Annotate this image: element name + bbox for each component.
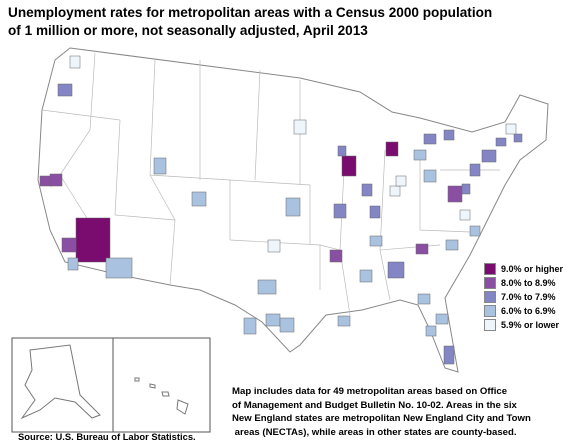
metro-area [425,325,437,337]
metro-area [333,203,347,219]
metro-area [387,261,405,279]
metro-area [389,185,401,197]
metro-area [423,169,437,183]
legend-swatch [484,291,496,303]
hawaii [134,377,189,415]
alaska [20,344,101,420]
metro-area [435,313,449,325]
legend-swatch [484,319,496,331]
metro-area [105,257,133,279]
source: Source: U.S. Bureau of Labor Statistics. [18,431,196,442]
metro-area [75,217,111,263]
metro-area [191,191,207,207]
legend-item: 8.0% to 8.9% [484,276,563,290]
metro-area [49,173,63,187]
metro-area [481,149,497,163]
metro-area [341,155,357,177]
metro-area [337,145,347,157]
note: Map includes data for 49 metropolitan ar… [232,385,531,439]
metro-area [395,175,407,187]
metro-area [243,317,257,335]
metro-area [447,185,463,203]
metro-area [153,157,167,175]
metro-area [469,225,481,237]
legend-swatch [484,263,496,275]
metro-area [329,249,343,263]
legend-label: 8.0% to 8.9% [501,278,556,288]
metro-area [57,83,73,97]
legend-item: 7.0% to 7.9% [484,290,563,304]
metro-area [417,293,431,305]
metro-area [413,149,427,161]
title-line: Unemployment rates for metropolitan area… [8,5,493,20]
metro-area [361,183,373,197]
metro-area [257,279,277,295]
metro-area [415,243,429,255]
metro-area [445,239,459,251]
metro-area [495,137,507,147]
title: Unemployment rates for metropolitan area… [8,4,492,40]
metro-area [67,257,79,271]
metro-area [265,313,281,327]
metro-area [443,345,455,365]
note-line: New England states are metropolitan New … [232,413,531,424]
metro-area [279,317,295,333]
metro-area [461,183,471,195]
legend-swatch [484,305,496,317]
metro-areas [39,55,523,365]
legend-label: 6.0% to 6.9% [501,306,556,316]
note-line: areas (NECTAs), while areas in other sta… [232,426,517,438]
metro-area [285,197,301,217]
metro-area [513,133,523,143]
note-line: of Management and Budget Bulletin No. 10… [232,399,517,411]
metro-area [469,163,481,177]
legend-label: 5.9% or lower [501,320,560,330]
legend-item: 9.0% or higher [484,262,563,276]
legend: 9.0% or higher 8.0% to 8.9% 7.0% to 7.9% 6.… [484,262,563,332]
metro-area [369,205,381,219]
legend-item: 5.9% or lower [484,318,563,332]
legend-swatch [484,277,496,289]
metro-area [293,119,307,135]
title-line: of 1 million or more, not seasonally adj… [8,23,368,38]
metro-area [385,141,399,157]
metro-area [337,315,351,327]
legend-label: 7.0% to 7.9% [501,292,556,302]
metro-area [267,239,281,253]
metro-area [369,235,383,247]
metro-area [69,55,81,69]
metro-area [505,123,517,135]
metro-area [443,129,455,141]
metro-area [423,133,437,145]
legend-item: 6.0% to 6.9% [484,304,563,318]
metro-area [359,269,373,283]
note-line: Map includes data for 49 metropolitan ar… [232,386,508,397]
legend-label: 9.0% or higher [501,264,564,274]
metro-area [61,237,77,253]
metro-area [459,209,471,221]
